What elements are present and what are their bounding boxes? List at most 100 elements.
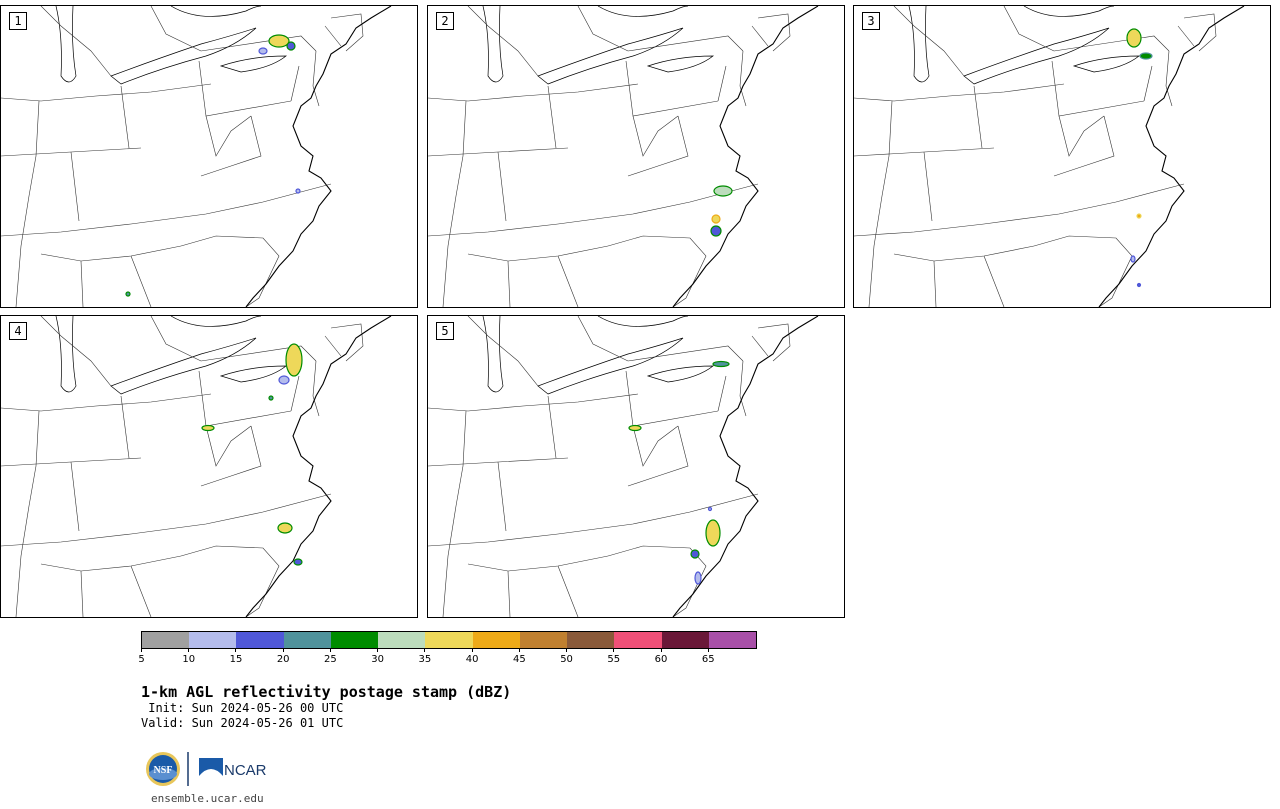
lake-outline: [219, 365, 287, 383]
coastline: [672, 316, 819, 617]
lake-outline: [646, 55, 714, 73]
reflectivity-colorbar: [141, 631, 757, 649]
state-border: [1143, 65, 1153, 102]
lake-outline: [537, 27, 684, 85]
state-border: [923, 151, 933, 222]
state-border: [854, 183, 1185, 237]
state-border: [428, 83, 639, 102]
state-border: [40, 6, 112, 77]
colorbar-swatch: [519, 632, 568, 648]
lake-outline: [1023, 6, 1115, 17]
coastline: [245, 6, 392, 307]
state-border: [324, 335, 342, 357]
plot-title: 1-km AGL reflectivity postage stamp (dBZ…: [141, 683, 512, 701]
state-border: [428, 493, 759, 547]
state-border: [625, 370, 719, 427]
state-border: [70, 151, 80, 222]
state-border: [1053, 115, 1115, 177]
state-border: [1, 493, 332, 547]
lake-outline: [110, 337, 257, 395]
member-label: 1: [9, 12, 27, 30]
state-border: [330, 13, 364, 52]
state-border: [428, 393, 639, 412]
reflectivity-cell: [628, 424, 642, 432]
lake-outline: [170, 316, 262, 327]
reflectivity-cell: [277, 522, 293, 534]
colorbar-tick-label: 40: [465, 654, 479, 665]
reflectivity-cell: [690, 549, 700, 559]
reflectivity-cell: [278, 375, 290, 385]
member-label: 3: [862, 12, 880, 30]
reflectivity-cell: [1136, 282, 1142, 288]
state-border: [150, 316, 202, 362]
state-border: [507, 260, 511, 307]
state-border: [1183, 13, 1217, 52]
member-label: 5: [436, 322, 454, 340]
colorbar-tick-label: 50: [560, 654, 573, 665]
state-border: [497, 151, 507, 222]
state-border: [757, 13, 791, 52]
member-1-panel: 1: [0, 5, 418, 308]
reflectivity-cell: [1126, 28, 1142, 48]
lake-outline: [597, 6, 689, 17]
state-border: [507, 570, 511, 617]
state-border: [40, 555, 182, 572]
lake-outline: [908, 6, 930, 83]
state-border: [577, 6, 629, 52]
state-border: [200, 425, 262, 487]
colorbar-swatch: [614, 632, 662, 648]
state-border: [1033, 235, 1133, 307]
lake-outline: [482, 316, 504, 393]
state-border: [467, 245, 609, 262]
map-1: [1, 6, 392, 307]
colorbar-tick-label: 15: [229, 654, 243, 665]
colorbar-tick-label: 30: [371, 654, 385, 665]
colorbar-tick: [329, 648, 331, 652]
reflectivity-cell: [295, 188, 301, 194]
colorbar-swatch: [189, 632, 237, 648]
state-border: [442, 410, 467, 617]
map-4: [1, 316, 392, 617]
colorbar-swatch: [283, 632, 331, 648]
state-border: [80, 260, 84, 307]
reflectivity-cell: [712, 360, 730, 368]
state-border: [627, 345, 744, 362]
nsf-ncar-logo: NSF NCAR: [146, 752, 267, 786]
state-border: [150, 6, 202, 52]
state-border: [312, 360, 320, 417]
state-border: [15, 410, 40, 617]
coastline: [672, 6, 819, 307]
state-border: [200, 35, 317, 52]
state-border: [739, 360, 747, 417]
state-border: [198, 370, 292, 427]
colorbar-tick: [282, 648, 284, 652]
state-border: [1177, 25, 1195, 47]
state-border: [547, 85, 557, 149]
colorbar-swatch: [378, 632, 426, 648]
colorbar-swatch: [567, 632, 615, 648]
state-border: [324, 25, 342, 47]
state-border: [627, 35, 744, 52]
state-border: [80, 570, 84, 617]
state-border: [205, 115, 252, 157]
colorbar-tick: [613, 648, 615, 652]
footer-url: ensemble.ucar.edu: [151, 792, 264, 805]
colorbar-tick-label: 55: [607, 654, 621, 665]
lake-outline: [646, 365, 714, 383]
state-border: [868, 100, 893, 307]
colorbar-swatch: [472, 632, 520, 648]
reflectivity-cell: [125, 291, 131, 297]
state-border: [547, 395, 557, 459]
ncar-logo-icon: NCAR: [199, 758, 267, 779]
colorbar-tick-label: 5: [138, 654, 145, 665]
state-border: [467, 316, 539, 387]
state-border: [757, 323, 791, 362]
reflectivity-cell: [1136, 213, 1142, 219]
colorbar-swatch: [142, 632, 190, 648]
state-border: [933, 260, 937, 307]
state-border: [557, 255, 579, 307]
state-border: [15, 100, 40, 307]
state-border: [1003, 6, 1055, 52]
state-border: [1051, 60, 1145, 117]
state-border: [1053, 35, 1170, 52]
